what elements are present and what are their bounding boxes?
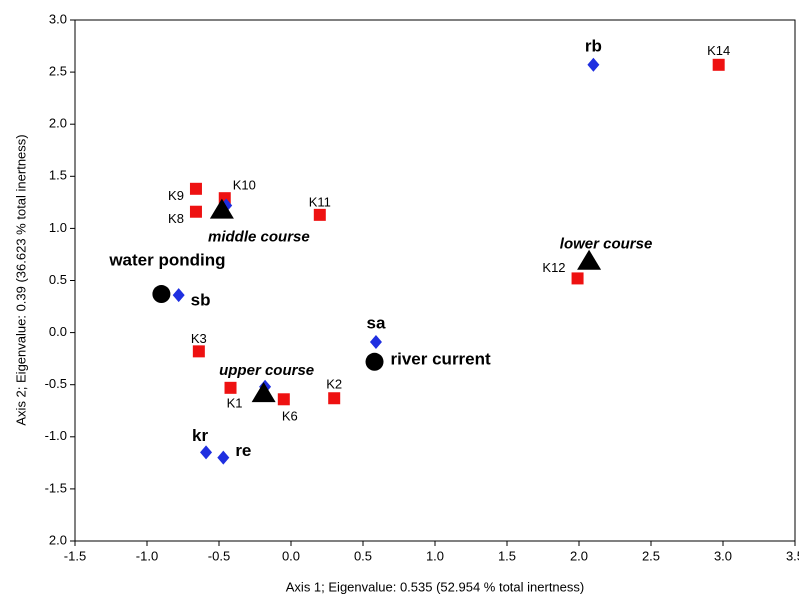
- x-tick-label: -1.0: [136, 548, 158, 563]
- x-axis-label: Axis 1; Eigenvalue: 0.535 (52.954 % tota…: [286, 579, 584, 594]
- point-label: K1: [227, 395, 243, 410]
- y-tick-label: 0.0: [49, 324, 67, 339]
- y-axis-label: Axis 2; Eigenvalue: 0.39 (36.623 % total…: [13, 134, 28, 425]
- point-label: K8: [168, 211, 184, 226]
- triangle-marker: [209, 198, 234, 219]
- point-label: re: [235, 441, 251, 460]
- point-label: water ponding: [108, 251, 225, 270]
- y-tick-label: 0.5: [49, 272, 67, 287]
- y-tick-label: -0.5: [45, 376, 67, 391]
- point-label: K3: [191, 331, 207, 346]
- square-marker: [571, 272, 584, 285]
- point-label: river current: [391, 349, 491, 368]
- point-label: K14: [707, 43, 730, 58]
- y-tick-label: -1.0: [45, 428, 67, 443]
- x-tick-label: 0.5: [354, 548, 372, 563]
- point-label: upper course: [219, 362, 314, 379]
- point-label: rb: [585, 36, 602, 55]
- point-label: K11: [309, 194, 331, 209]
- square-marker: [712, 58, 725, 71]
- point-label: K9: [168, 188, 184, 203]
- point-label: middle course: [208, 229, 310, 246]
- y-tick-label: 1.5: [49, 168, 67, 183]
- x-tick-label: 0.0: [282, 548, 300, 563]
- square-marker: [328, 392, 341, 405]
- y-tick-label: 2.5: [49, 64, 67, 79]
- point-label: K6: [282, 409, 298, 424]
- plot-frame: [74, 19, 796, 542]
- square-marker: [224, 381, 237, 394]
- square-marker: [277, 393, 290, 406]
- triangle-marker: [251, 382, 276, 403]
- y-tick-label: -1.5: [45, 480, 67, 495]
- y-tick-label: 2.0: [49, 532, 67, 547]
- point-label: K2: [326, 377, 342, 392]
- y-tick-label: 2.0: [49, 116, 67, 131]
- point-label: sb: [191, 291, 211, 310]
- x-tick-label: 2.5: [642, 548, 660, 563]
- y-tick-label: 1.0: [49, 220, 67, 235]
- x-tick-label: 2.0: [570, 548, 588, 563]
- point-label: kr: [192, 426, 208, 445]
- x-tick-label: -1.5: [64, 548, 86, 563]
- square-marker: [189, 182, 202, 195]
- square-marker: [192, 345, 205, 358]
- x-tick-label: 3.5: [786, 548, 799, 563]
- diamond-marker: [587, 57, 600, 72]
- diamond-marker: [217, 450, 230, 465]
- diamond-marker: [172, 288, 185, 303]
- x-tick-label: -0.5: [208, 548, 230, 563]
- circle-marker: [365, 352, 384, 371]
- point-label: sa: [366, 313, 385, 332]
- diamond-marker: [369, 334, 382, 349]
- circle-marker: [152, 285, 171, 304]
- point-label: lower course: [560, 236, 653, 253]
- point-label: K12: [542, 260, 565, 275]
- x-tick-label: 1.0: [426, 548, 444, 563]
- y-tick-label: 3.0: [49, 11, 67, 26]
- triangle-marker: [577, 249, 602, 270]
- square-marker: [313, 208, 326, 221]
- point-label: K10: [233, 178, 256, 193]
- square-marker: [189, 205, 202, 218]
- x-tick-label: 3.0: [714, 548, 732, 563]
- x-tick-label: 1.5: [498, 548, 516, 563]
- diamond-marker: [200, 445, 213, 460]
